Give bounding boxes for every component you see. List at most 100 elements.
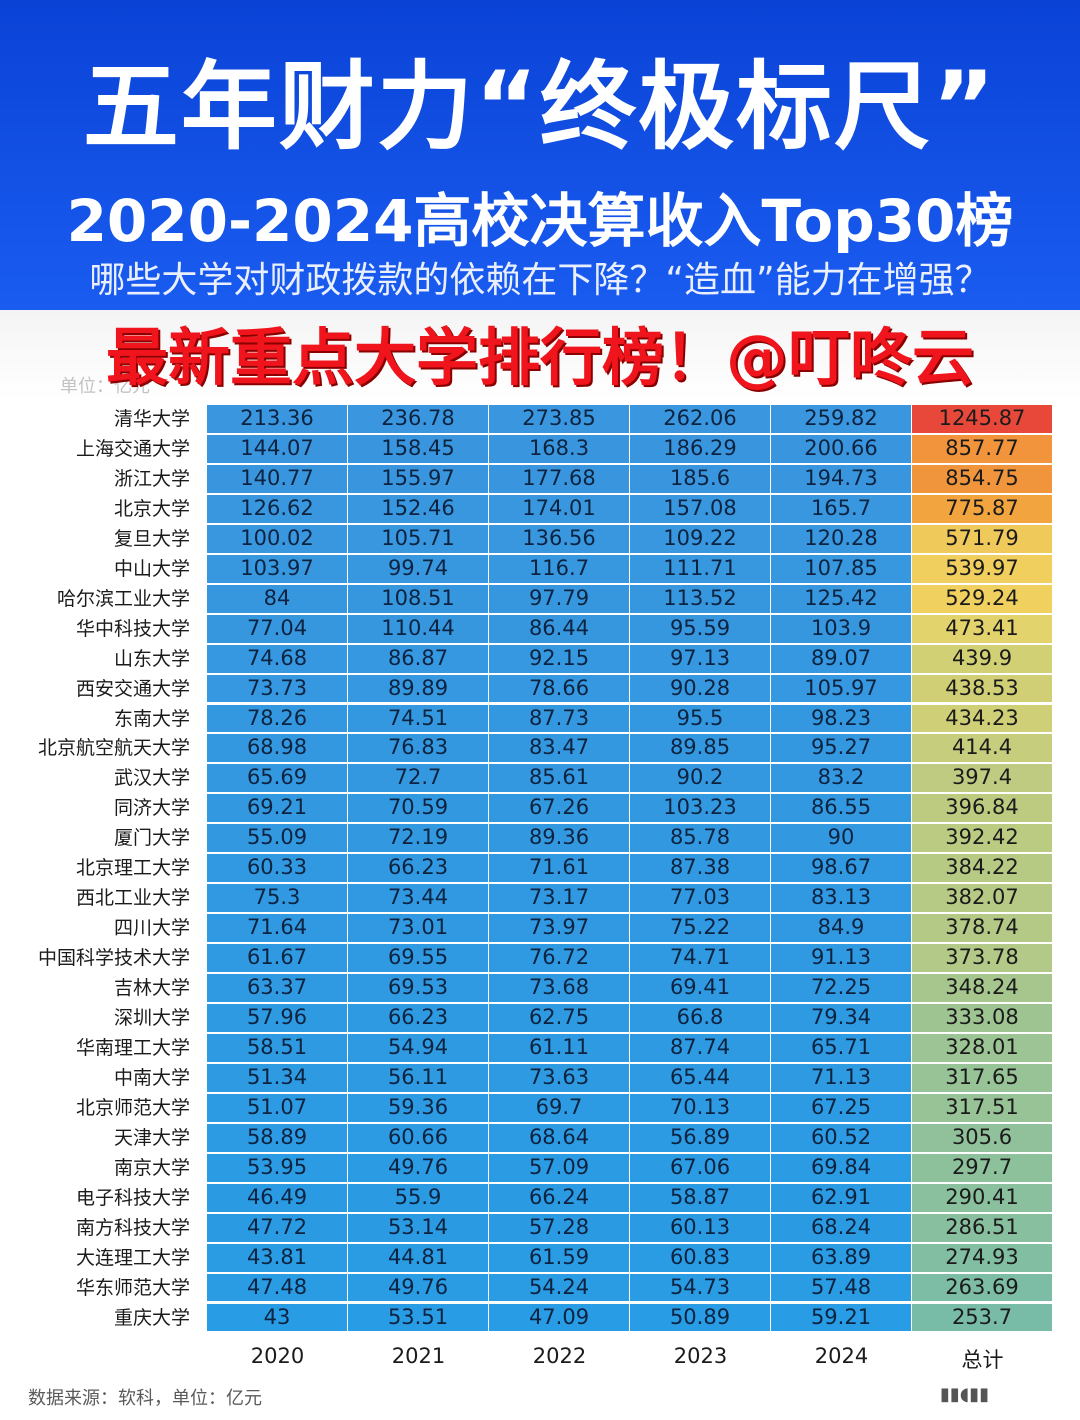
row-label: 吉林大学 [113, 977, 190, 1000]
year-cell: 95.5 [630, 704, 770, 733]
year-cell: 49.76 [348, 1153, 488, 1182]
year-cell: 74.71 [630, 944, 770, 973]
row-label: 华中科技大学 [75, 617, 190, 640]
row-label: 四川大学 [113, 917, 190, 940]
year-cell: 55.09 [207, 824, 347, 853]
year-cell: 47.48 [207, 1273, 347, 1302]
year-cell: 62.75 [489, 1004, 629, 1032]
year-cell: 186.29 [630, 434, 770, 463]
year-cell: 77.03 [630, 884, 770, 913]
year-cell: 68.64 [489, 1123, 629, 1152]
year-cell: 69.55 [348, 944, 488, 973]
year-cell: 72.19 [348, 824, 488, 853]
year-cell: 97.79 [489, 584, 629, 613]
total-cell: 414.4 [912, 734, 1052, 763]
page-title: 五年财力“终极标尺” [82, 51, 998, 163]
total-cell: 439.9 [912, 644, 1052, 673]
year-cell: 61.67 [207, 944, 347, 973]
year-cell: 74.68 [207, 644, 347, 673]
promo-text: 最新重点大学排行榜！@叮咚云 [105, 321, 974, 394]
year-cell: 87.38 [630, 854, 770, 883]
year-cell: 66.24 [489, 1183, 629, 1212]
year-cell: 69.53 [348, 974, 488, 1002]
year-cell: 60.13 [630, 1213, 770, 1242]
year-cell: 63.37 [207, 974, 347, 1002]
year-cell: 66.8 [630, 1004, 770, 1032]
header-banner [0, 0, 1080, 310]
year-cell: 168.3 [489, 434, 629, 463]
row-label: 中南大学 [113, 1066, 190, 1089]
column-label: 2021 [391, 1344, 446, 1368]
row-label: 重庆大学 [113, 1306, 190, 1329]
watermark-icons: ▮▮◖▮▮ [940, 1384, 990, 1405]
year-cell: 54.73 [630, 1273, 770, 1302]
column-label: 总计 [961, 1348, 1004, 1372]
data-source: 数据来源：软科，单位：亿元 [28, 1388, 262, 1409]
year-cell: 67.26 [489, 794, 629, 823]
year-cell: 109.22 [630, 524, 770, 553]
total-cell: 348.24 [912, 974, 1052, 1002]
year-cell: 53.14 [348, 1213, 488, 1242]
year-cell: 55.9 [348, 1183, 488, 1212]
year-cell: 157.08 [630, 494, 770, 523]
year-cell: 97.13 [630, 644, 770, 673]
year-cell: 125.42 [771, 584, 911, 613]
year-cell: 85.61 [489, 764, 629, 793]
row-label: 南方科技大学 [75, 1216, 190, 1239]
year-cell: 43 [207, 1303, 347, 1332]
year-cell: 90.28 [630, 674, 770, 703]
year-cell: 91.13 [771, 944, 911, 973]
total-cell: 438.53 [912, 674, 1052, 703]
year-cell: 57.96 [207, 1004, 347, 1032]
year-cell: 78.66 [489, 674, 629, 703]
year-cell: 58.89 [207, 1123, 347, 1152]
year-cell: 89.07 [771, 644, 911, 673]
year-cell: 57.09 [489, 1153, 629, 1182]
row-label: 西北工业大学 [75, 887, 190, 910]
year-cell: 155.97 [348, 464, 488, 493]
year-cell: 90 [771, 824, 911, 853]
total-cell: 297.7 [912, 1153, 1052, 1182]
year-cell: 73.73 [207, 674, 347, 703]
total-cell: 396.84 [912, 794, 1052, 823]
year-cell: 107.85 [771, 554, 911, 583]
total-cell: 1245.87 [912, 405, 1052, 433]
year-cell: 66.23 [348, 1004, 488, 1032]
year-cell: 68.98 [207, 734, 347, 763]
row-label: 华南理工大学 [75, 1036, 190, 1059]
year-cell: 63.89 [771, 1243, 911, 1272]
year-cell: 57.48 [771, 1273, 911, 1302]
total-cell: 539.97 [912, 554, 1052, 583]
column-label: 2020 [250, 1344, 305, 1368]
year-cell: 62.91 [771, 1183, 911, 1212]
total-cell: 397.4 [912, 764, 1052, 793]
year-cell: 85.78 [630, 824, 770, 853]
year-cell: 47.09 [489, 1303, 629, 1332]
year-cell: 108.51 [348, 584, 488, 613]
year-cell: 103.9 [771, 614, 911, 643]
year-cell: 58.51 [207, 1033, 347, 1062]
row-label: 浙江大学 [113, 467, 190, 490]
year-cell: 71.64 [207, 914, 347, 943]
year-cell: 50.89 [630, 1303, 770, 1332]
year-cell: 105.97 [771, 674, 911, 703]
row-label: 大连理工大学 [75, 1246, 190, 1269]
year-cell: 72.25 [771, 974, 911, 1002]
row-label: 北京航空航天大学 [37, 737, 190, 760]
row-label: 电子科技大学 [75, 1186, 190, 1209]
year-cell: 75.22 [630, 914, 770, 943]
total-cell: 328.01 [912, 1033, 1052, 1062]
year-cell: 47.72 [207, 1213, 347, 1242]
total-cell: 274.93 [912, 1243, 1052, 1272]
row-label: 厦门大学 [113, 827, 190, 850]
total-cell: 857.77 [912, 434, 1052, 463]
year-cell: 43.81 [207, 1243, 347, 1272]
total-cell: 290.41 [912, 1183, 1052, 1212]
year-cell: 54.94 [348, 1033, 488, 1062]
year-cell: 60.33 [207, 854, 347, 883]
year-cell: 75.3 [207, 884, 347, 913]
year-cell: 103.23 [630, 794, 770, 823]
year-cell: 46.49 [207, 1183, 347, 1212]
year-cell: 79.34 [771, 1004, 911, 1032]
year-cell: 152.46 [348, 494, 488, 523]
